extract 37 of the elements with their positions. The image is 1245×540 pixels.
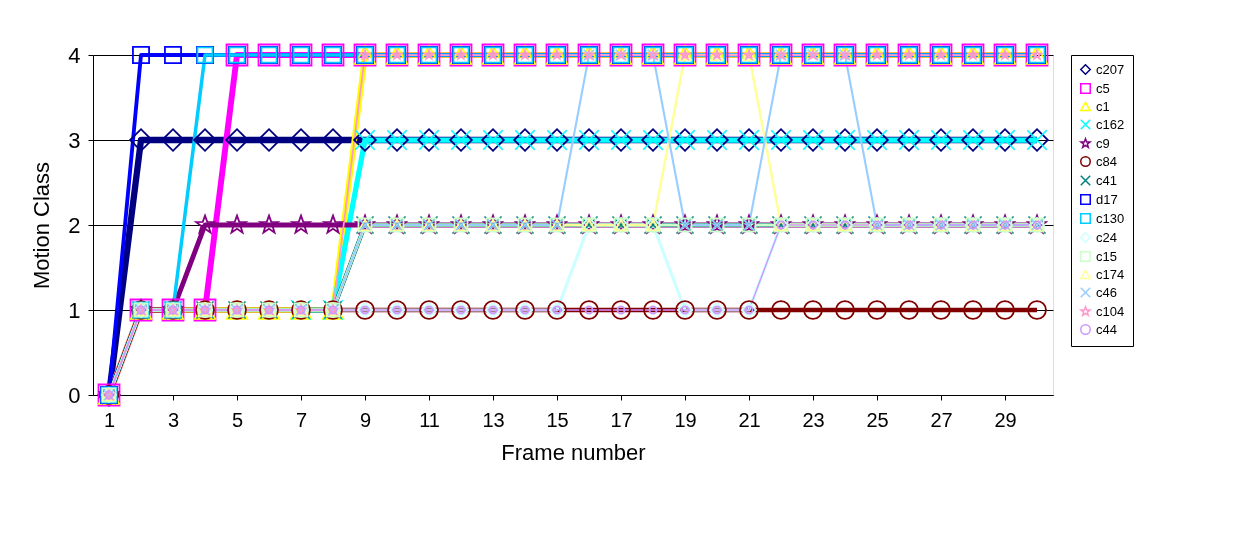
legend-label: c84 (1096, 153, 1117, 169)
x-tick-label: 7 (295, 408, 308, 431)
legend-label: c41 (1096, 172, 1117, 188)
legend-label: c15 (1096, 248, 1117, 264)
legend-label: c46 (1096, 284, 1117, 300)
x-tick-label: 17 (610, 408, 633, 431)
y-tick-label: 1 (68, 297, 81, 323)
x-tick-label: 15 (546, 408, 569, 431)
legend-label: c5 (1096, 80, 1110, 96)
x-tick-label: 27 (930, 408, 953, 431)
x-tick-label: 25 (866, 408, 889, 431)
legend-label: c24 (1096, 229, 1117, 245)
y-tick-label: 2 (68, 212, 81, 238)
x-tick-label: 13 (482, 408, 505, 431)
legend-label: c104 (1096, 303, 1125, 319)
legend-label: d17 (1096, 191, 1118, 207)
legend-label: c174 (1096, 266, 1125, 282)
y-axis-title: Motion Class (29, 161, 55, 290)
y-tick-label: 4 (68, 42, 81, 68)
x-axis-title: Frame number (501, 439, 646, 465)
x-tick-label: 21 (738, 408, 761, 431)
legend-label: c44 (1096, 321, 1117, 337)
x-tick-label: 3 (167, 408, 180, 431)
x-tick-label: 9 (359, 408, 372, 431)
legend-label: c9 (1096, 135, 1110, 151)
x-tick-label: 23 (802, 408, 825, 431)
legend-label: c130 (1096, 210, 1125, 226)
legend-label: c162 (1096, 116, 1125, 132)
x-tick-label: 19 (674, 408, 697, 431)
x-tick-label: 11 (419, 408, 440, 431)
x-tick-label: 5 (231, 408, 244, 431)
x-tick-label: 1 (103, 408, 116, 431)
y-tick-label: 3 (68, 127, 81, 153)
y-tick-label: 0 (68, 382, 81, 408)
legend-label: c1 (1096, 98, 1110, 114)
legend-label: c207 (1096, 61, 1125, 77)
x-tick-label: 29 (994, 408, 1017, 431)
